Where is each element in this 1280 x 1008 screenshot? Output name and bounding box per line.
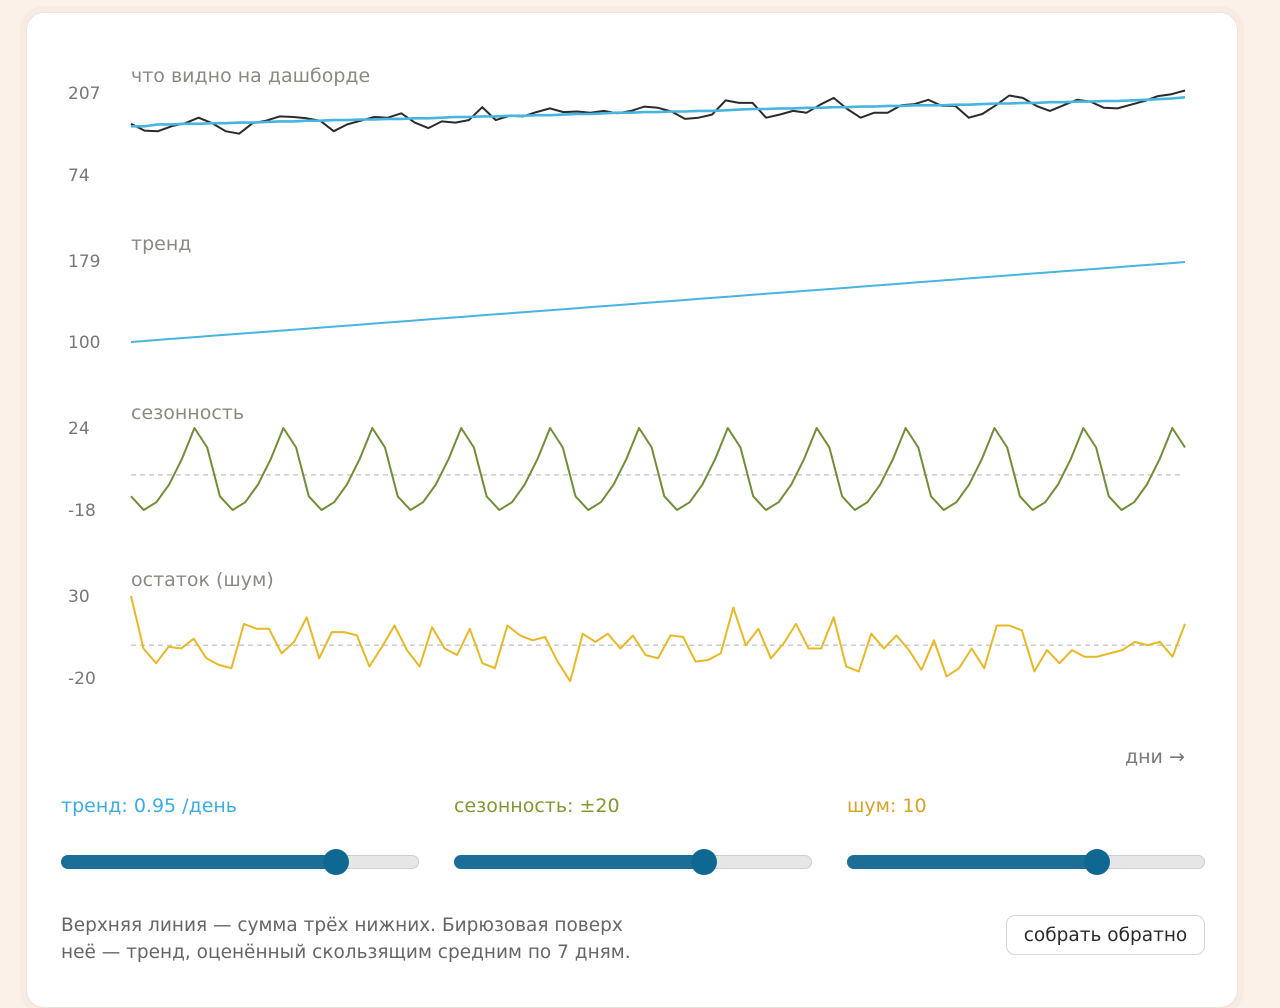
observed-panel: что видно на дашборде 207 74 [68,65,1186,186]
y-tick-label: -18 [68,501,96,521]
panel-title: тренд [131,233,191,255]
seasonal-slider-thumb[interactable] [691,849,718,875]
y-tick-label: 179 [68,252,100,272]
trend-series-line [131,96,1186,128]
seasonal-slider-label: сезонность: ±20 [454,795,620,817]
y-tick-label: 207 [68,84,100,104]
noise-control: шум: 10 [847,793,1207,875]
noise-panel: остаток (шум) 30 -20 [68,569,1186,689]
observed-series-line [130,89,1186,135]
trend-control: тренд: 0.95 /день [61,793,421,875]
seasonal-series-line [130,427,1186,511]
y-tick-label: 30 [68,587,90,607]
trend-panel: тренд 179 100 [68,233,1186,353]
y-tick-label: 24 [68,419,90,439]
trend-slider-thumb[interactable] [323,849,350,875]
seasonal-slider[interactable] [454,849,812,875]
trend-slider[interactable] [61,849,419,875]
reassemble-button[interactable]: собрать обратно [1006,915,1205,955]
trend-series-line [130,261,1186,343]
decomposition-chart: что видно на дашборде 207 74 тренд 179 100 сез… [68,65,1186,689]
panel-title: остаток (шум) [131,569,274,591]
noise-slider-thumb[interactable] [1084,849,1111,875]
explanation-note: Верхняя линия — сумма трёх нижних. Бирюз… [61,915,631,963]
y-tick-label: 100 [68,333,100,353]
decomposition-card: что видно на дашборде 207 74 тренд 179 100 сез… [26,12,1238,1008]
panel-title: что видно на дашборде [131,65,370,87]
trend-slider-fill [61,855,337,869]
noise-slider-label: шум: 10 [847,795,927,817]
y-tick-label: -20 [68,669,96,689]
seasonal-control: сезонность: ±20 [454,793,814,875]
panel-title: сезонность [131,402,244,424]
x-axis-label: дни → [1125,746,1185,768]
noise-series-line [130,595,1186,683]
seasonal-slider-fill [454,855,705,869]
noise-slider[interactable] [847,849,1205,875]
seasonal-panel: сезонность 24 -18 [68,402,1186,521]
trend-slider-label: тренд: 0.95 /день [61,795,238,817]
noise-slider-fill [847,855,1098,869]
y-tick-label: 74 [68,166,90,186]
